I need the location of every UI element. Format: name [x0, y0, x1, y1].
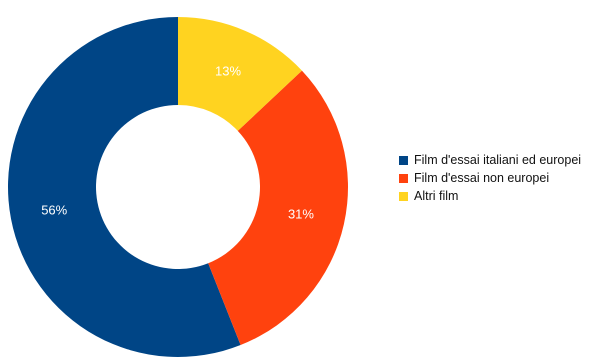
legend-swatch-other-films	[399, 191, 408, 201]
slice-other-films	[178, 17, 302, 131]
legend-swatch-italian-european	[399, 155, 408, 165]
legend-item-non-european: Film d'essai non europei	[399, 169, 581, 187]
slice-label-non-european: 31%	[288, 206, 314, 221]
legend: Film d'essai italiani ed europei Film d'…	[399, 151, 581, 205]
slice-label-italian-european: 56%	[41, 203, 67, 218]
legend-label-other-films: Altri film	[414, 189, 459, 203]
slice-label-other-films: 13%	[215, 63, 241, 78]
legend-label-non-european: Film d'essai non europei	[414, 171, 550, 185]
slice-italian-european	[8, 17, 241, 357]
slice-non-european	[208, 70, 348, 346]
legend-label-italian-european: Film d'essai italiani ed europei	[414, 153, 582, 167]
legend-item-italian-european: Film d'essai italiani ed europei	[399, 151, 581, 169]
legend-swatch-non-european	[399, 173, 408, 183]
legend-item-other-films: Altri film	[399, 187, 581, 205]
